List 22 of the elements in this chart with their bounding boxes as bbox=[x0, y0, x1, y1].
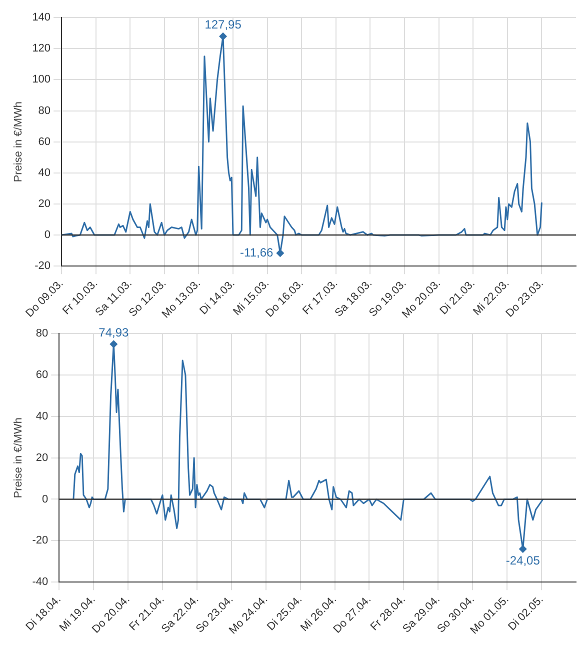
y-tick-label: 20 bbox=[38, 198, 51, 210]
y-tick-label: 0 bbox=[44, 229, 51, 242]
annotation: 74,93 bbox=[98, 325, 129, 340]
y-tick-label: 0 bbox=[42, 493, 48, 506]
annotation: -24,05 bbox=[506, 553, 540, 568]
y-tick-label: 140 bbox=[32, 12, 51, 24]
annotation: -11,66 bbox=[240, 245, 274, 260]
y-axis-title: Preise in €/MWh bbox=[12, 417, 25, 498]
y-tick-label: 80 bbox=[36, 328, 48, 340]
y-tick-label: 60 bbox=[36, 369, 48, 382]
y-tick-label: 40 bbox=[36, 410, 48, 422]
y-tick-label: 120 bbox=[32, 42, 51, 55]
annotation: 127,95 bbox=[204, 18, 242, 32]
y-tick-label: 20 bbox=[36, 452, 48, 464]
y-tick-label: 60 bbox=[38, 136, 51, 148]
y-tick-label: 100 bbox=[32, 74, 51, 86]
y-tick-label: 40 bbox=[38, 166, 51, 179]
y-axis-title: Preise in €/MWh bbox=[12, 101, 25, 182]
y-tick-label: 80 bbox=[38, 104, 51, 117]
y-tick-label: -40 bbox=[32, 576, 48, 588]
y-tick-label: -20 bbox=[32, 534, 48, 547]
y-tick-label: -20 bbox=[34, 260, 51, 272]
